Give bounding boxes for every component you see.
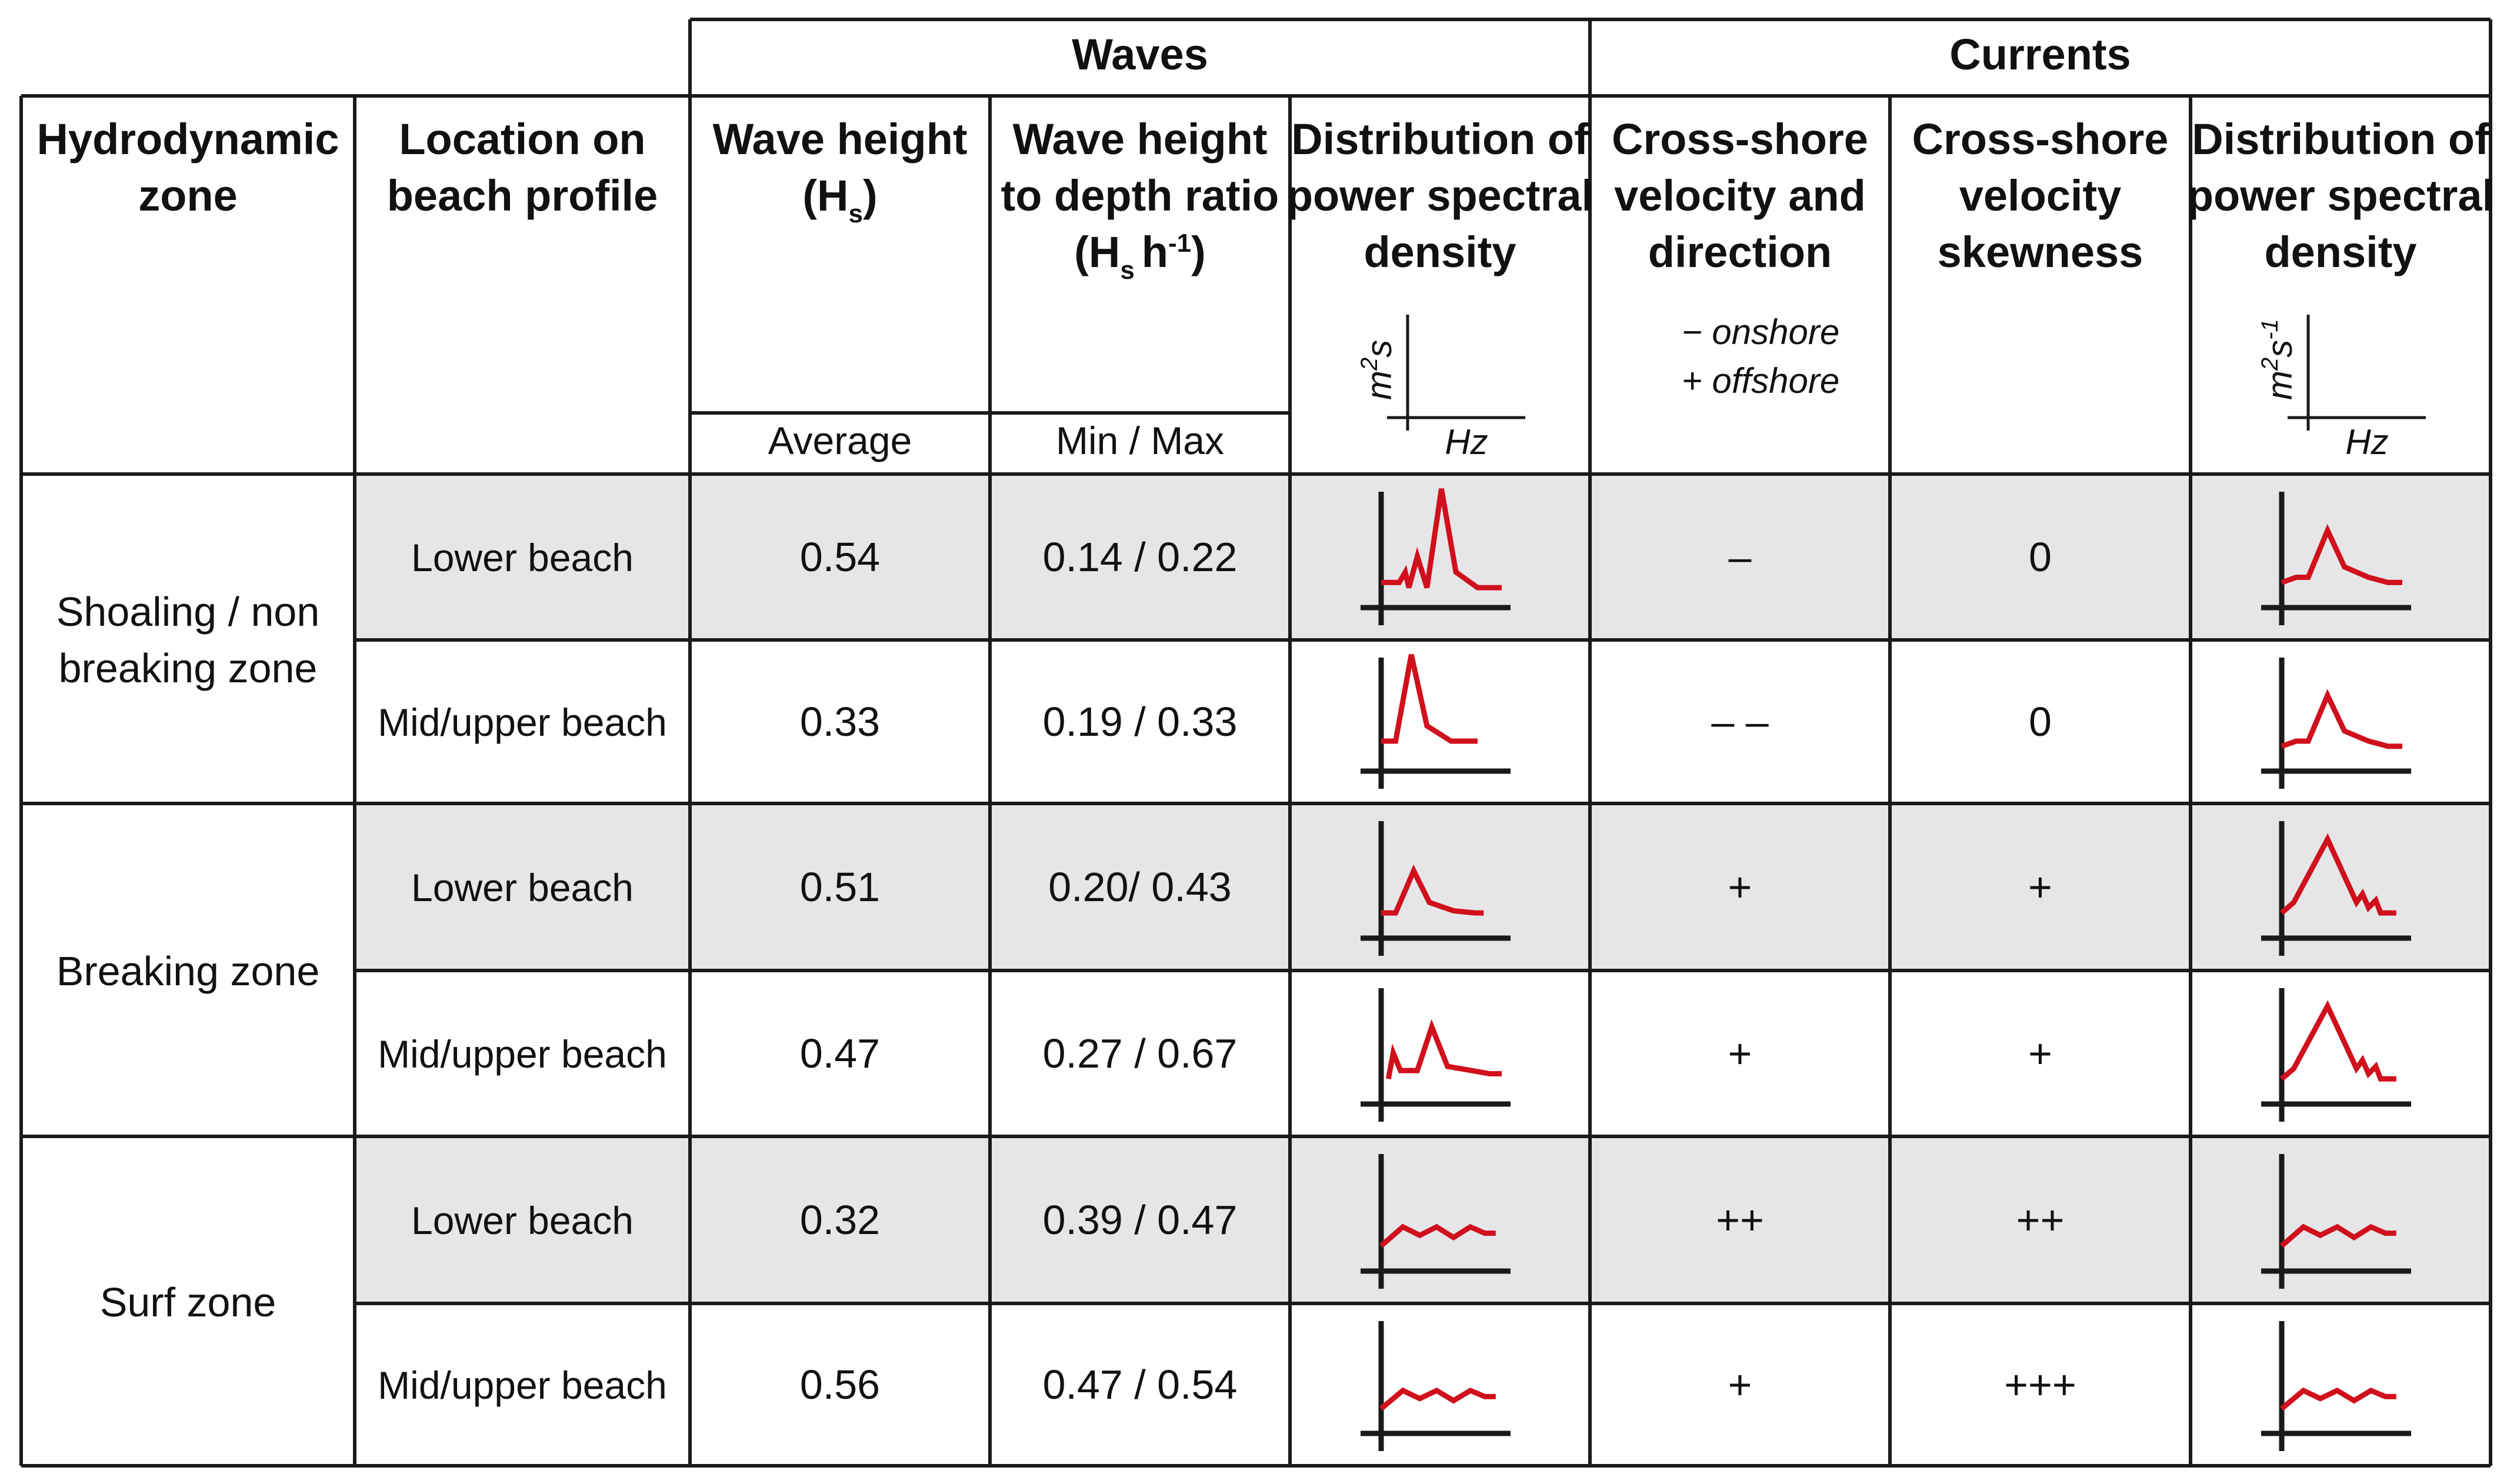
spectrum-curve xyxy=(2280,1387,2396,1411)
spectrum-curve xyxy=(2281,689,2402,749)
legend-onshore: − onshore xyxy=(1682,312,1840,352)
cell-depth-ratio: 0.14 / 0.22 xyxy=(1043,534,1238,580)
header-velocity: velocity and xyxy=(1614,171,1866,220)
cell-wave-height: 0.33 xyxy=(800,699,880,745)
wave-psd-sparkline xyxy=(1361,1154,1511,1289)
header-velocity: direction xyxy=(1648,228,1832,276)
cell-location: Mid/upper beach xyxy=(378,1363,667,1407)
cell-velocity: + xyxy=(1728,864,1752,910)
cell-skewness: ++ xyxy=(2016,1197,2065,1243)
cell-wave-height: 0.56 xyxy=(800,1362,880,1408)
spectrum-curve xyxy=(2280,1223,2396,1248)
spectrum-curve xyxy=(1379,1387,1496,1411)
wave-height-symbol: (Hs) xyxy=(802,171,877,228)
current-psd-sparkline xyxy=(2261,1154,2411,1289)
group-waves: Waves xyxy=(1072,30,1208,79)
cell-depth-ratio: 0.20/ 0.43 xyxy=(1048,864,1231,910)
group-currents: Currents xyxy=(1949,30,2131,79)
cell-wave-height: 0.51 xyxy=(800,864,880,910)
spectrum-curve xyxy=(2280,833,2396,916)
row-shading xyxy=(355,1136,2491,1303)
cell-wave-height: 0.47 xyxy=(800,1031,880,1076)
header-wave-height: Wave height xyxy=(712,115,967,164)
spectrum-curve xyxy=(1381,488,1502,591)
header-velocity: Cross-shore xyxy=(1612,115,1868,164)
cell-location: Lower beach xyxy=(411,536,634,579)
header-psd-currents: power spectral xyxy=(2187,171,2494,220)
cell-location: Mid/upper beach xyxy=(378,701,667,744)
cell-depth-ratio: 0.39 / 0.47 xyxy=(1043,1197,1238,1243)
wave-psd-sparkline xyxy=(1361,821,1511,956)
cell-skewness: + xyxy=(2028,1031,2052,1076)
zone-label: Shoaling / non xyxy=(56,589,320,635)
header-depth-ratio: Wave height xyxy=(1012,115,1267,164)
cell-skewness: + xyxy=(2028,864,2052,910)
subheader-minmax: Min / Max xyxy=(1056,419,1224,462)
current-psd-sparkline xyxy=(2261,492,2411,625)
svg-text:m2s: m2s xyxy=(1356,340,1399,400)
header-psd-waves: Distribution of xyxy=(1291,115,1589,164)
cell-skewness: 0 xyxy=(2029,699,2052,745)
header-location: beach profile xyxy=(387,171,658,220)
y-axis-label: m2s xyxy=(1356,340,1399,400)
wave-psd-sparkline xyxy=(1361,1321,1511,1451)
y-axis-label: m2s-1 xyxy=(2257,319,2299,400)
header-skewness: Cross-shore xyxy=(1912,115,2169,164)
cell-wave-height: 0.54 xyxy=(800,534,880,580)
cell-velocity: + xyxy=(1728,1031,1752,1076)
wave-psd-sparkline xyxy=(1361,654,1511,789)
x-axis-label: Hz xyxy=(1445,422,1488,462)
header-hydrodynamic-zone: zone xyxy=(138,171,238,220)
spectrum-curve xyxy=(1381,864,1484,916)
cell-depth-ratio: 0.47 / 0.54 xyxy=(1043,1362,1238,1408)
zone-label: breaking zone xyxy=(59,645,318,691)
current-psd-sparkline xyxy=(2261,988,2411,1122)
x-axis-label: Hz xyxy=(2345,422,2388,462)
cell-location: Mid/upper beach xyxy=(378,1032,667,1076)
cell-velocity: ++ xyxy=(1716,1197,1764,1243)
current-psd-sparkline xyxy=(2261,658,2411,789)
zone-label: Surf zone xyxy=(100,1279,276,1325)
spectrum-curve xyxy=(2281,523,2402,585)
cell-velocity: + xyxy=(1728,1362,1752,1408)
header-psd-waves: density xyxy=(1363,228,1516,276)
row-shading xyxy=(355,474,2491,640)
wave-psd-sparkline xyxy=(1361,488,1511,625)
spectrum-curve xyxy=(1379,1223,1496,1248)
legend-offshore: + offshore xyxy=(1682,361,1840,401)
current-psd-sparkline xyxy=(2261,821,2411,956)
cell-wave-height: 0.32 xyxy=(800,1197,880,1243)
header-location: Location on xyxy=(399,115,645,164)
subheader-average: Average xyxy=(768,419,912,462)
header-skewness: skewness xyxy=(1938,228,2143,276)
spectrum-curve xyxy=(2280,1000,2396,1082)
header-psd-currents: density xyxy=(2264,228,2416,276)
header-psd-waves: power spectral xyxy=(1286,171,1593,220)
cell-skewness: 0 xyxy=(2029,534,2052,580)
cell-depth-ratio: 0.27 / 0.67 xyxy=(1043,1031,1238,1076)
spectrum-curve xyxy=(1385,1019,1502,1080)
cell-location: Lower beach xyxy=(411,1199,634,1242)
wave-psd-sparkline xyxy=(1361,988,1511,1122)
header-skewness: velocity xyxy=(1959,171,2122,220)
zone-label: Breaking zone xyxy=(56,948,320,994)
svg-text:m2s-1: m2s-1 xyxy=(2257,319,2299,400)
spectrum-curve xyxy=(1381,654,1478,744)
current-psd-sparkline xyxy=(2261,1321,2411,1451)
header-psd-currents: Distribution of xyxy=(2192,115,2489,164)
ratio-symbol: (Hs h-1) xyxy=(1074,228,1206,285)
cell-depth-ratio: 0.19 / 0.33 xyxy=(1043,699,1238,745)
header-hydrodynamic-zone: Hydrodynamic xyxy=(36,115,339,164)
cell-velocity: – – xyxy=(1711,699,1768,745)
cell-velocity: – xyxy=(1729,534,1752,580)
cell-skewness: +++ xyxy=(2004,1362,2076,1408)
header-depth-ratio: to depth ratio xyxy=(1001,171,1279,220)
cell-location: Lower beach xyxy=(411,866,634,909)
